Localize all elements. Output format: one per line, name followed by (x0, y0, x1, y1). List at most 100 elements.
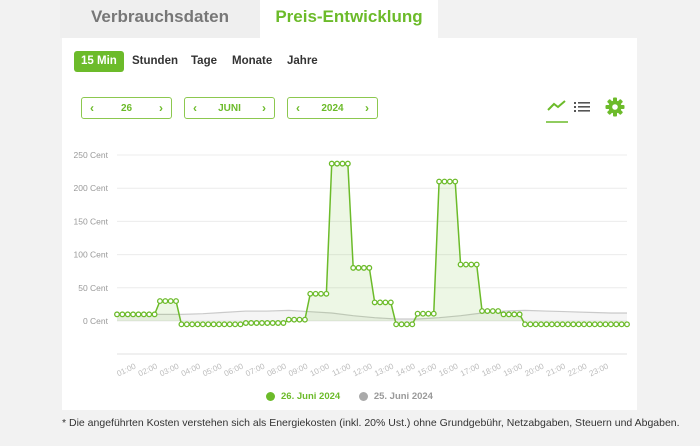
chevron-left-icon[interactable]: ‹ (90, 101, 94, 115)
data-point (119, 311, 126, 318)
data-point (511, 311, 518, 318)
data-point (371, 299, 378, 306)
data-point (307, 290, 314, 297)
data-point (425, 310, 432, 317)
data-point (344, 160, 351, 167)
gear-icon[interactable] (605, 97, 625, 117)
chevron-left-icon[interactable]: ‹ (296, 101, 300, 115)
chevron-right-icon[interactable]: › (365, 101, 369, 115)
data-point (183, 321, 190, 328)
data-point (232, 321, 239, 328)
data-point (355, 264, 362, 271)
data-point (382, 299, 389, 306)
data-point (258, 320, 265, 326)
data-point (151, 311, 158, 318)
y-tick-label: 200 Cent (74, 183, 109, 193)
data-point (527, 321, 534, 328)
year-value: 2024 (321, 102, 344, 114)
tab-verbrauchsdaten[interactable]: Verbrauchsdaten (60, 0, 260, 38)
data-point (484, 308, 491, 314)
data-point (360, 264, 367, 271)
data-point (624, 321, 630, 328)
data-point (312, 290, 319, 297)
data-point (264, 320, 271, 326)
data-point (554, 321, 561, 328)
price-card: 15 Min Stunden Tage Monate Jahre ‹ 26 › … (62, 38, 637, 410)
data-point (495, 308, 502, 314)
x-tick-label: 18:00 (480, 361, 502, 378)
data-point (248, 320, 255, 326)
legend-item-yesterday[interactable]: 25. Juni 2024 (358, 391, 433, 402)
data-point (114, 311, 120, 318)
data-point (607, 321, 614, 328)
x-tick-label: 23:00 (588, 361, 610, 378)
legend-label: 25. Juni 2024 (373, 391, 433, 402)
data-point (339, 160, 346, 167)
period-jahre[interactable]: Jahre (287, 55, 318, 67)
chevron-left-icon[interactable]: ‹ (193, 101, 197, 115)
data-point (366, 264, 373, 271)
price-chart: 0 Cent 50 Cent 100 Cent 150 Cent 200 Cent 250… (74, 150, 630, 378)
footnote: * Die angeführten Kosten verstehen sich … (62, 417, 680, 429)
data-point (436, 178, 443, 185)
x-tick-label: 07:00 (244, 361, 266, 378)
data-point (162, 298, 169, 305)
data-point (199, 321, 206, 328)
x-tick-label: 01:00 (115, 361, 137, 378)
data-point (130, 311, 137, 318)
data-point (318, 290, 324, 297)
data-point (280, 320, 287, 326)
data-point (581, 321, 588, 328)
x-tick-label: 22:00 (566, 361, 588, 378)
y-tick-label: 150 Cent (74, 216, 109, 226)
month-picker: ‹ JUNI › (184, 97, 275, 119)
x-tick-label: 14:00 (395, 361, 417, 378)
data-point (194, 321, 201, 328)
data-point (237, 321, 244, 328)
data-point (548, 321, 555, 328)
data-point (586, 321, 593, 328)
period-tage[interactable]: Tage (191, 55, 217, 67)
y-tick-label: 50 Cent (78, 283, 108, 293)
x-tick-label: 11:00 (331, 361, 353, 378)
legend-dot (266, 392, 276, 401)
period-15-min[interactable]: 15 Min (74, 51, 124, 72)
period-stunden[interactable]: Stunden (132, 55, 178, 67)
data-point (430, 310, 437, 317)
data-point (559, 321, 566, 328)
data-point (414, 310, 421, 317)
x-tick-label: 06:00 (223, 361, 245, 378)
data-point (446, 178, 453, 185)
legend-dot (358, 392, 368, 401)
data-point (301, 316, 308, 323)
legend-label: 26. Juni 2024 (281, 391, 341, 402)
data-point (398, 321, 405, 328)
line-chart-icon[interactable] (545, 98, 569, 124)
data-point (377, 299, 384, 306)
x-tick-label: 13:00 (373, 361, 395, 378)
month-value: JUNI (218, 102, 241, 114)
data-point (253, 320, 260, 326)
y-tick-label: 100 Cent (74, 250, 109, 260)
tab-preis-entwicklung[interactable]: Preis-Entwicklung (260, 0, 438, 38)
chevron-right-icon[interactable]: › (159, 101, 163, 115)
chevron-right-icon[interactable]: › (261, 101, 266, 115)
data-point (403, 321, 410, 328)
data-point (334, 160, 341, 167)
list-icon[interactable] (574, 100, 590, 114)
day-value: 26 (120, 102, 133, 114)
data-point (328, 160, 335, 167)
data-point (323, 290, 330, 297)
x-tick-label: 15:00 (416, 361, 438, 378)
data-point (597, 321, 604, 328)
series-area-26-juni (117, 163, 627, 325)
data-point (124, 311, 131, 318)
x-tick-label: 08:00 (266, 361, 288, 378)
data-point (242, 320, 249, 326)
x-tick-label: 19:00 (502, 361, 524, 378)
data-point (210, 321, 217, 328)
y-tick-label: 0 Cent (83, 316, 109, 326)
legend-item-today[interactable]: 26. Juni 2024 (266, 391, 340, 402)
data-point (189, 321, 196, 328)
period-monate[interactable]: Monate (232, 55, 273, 67)
